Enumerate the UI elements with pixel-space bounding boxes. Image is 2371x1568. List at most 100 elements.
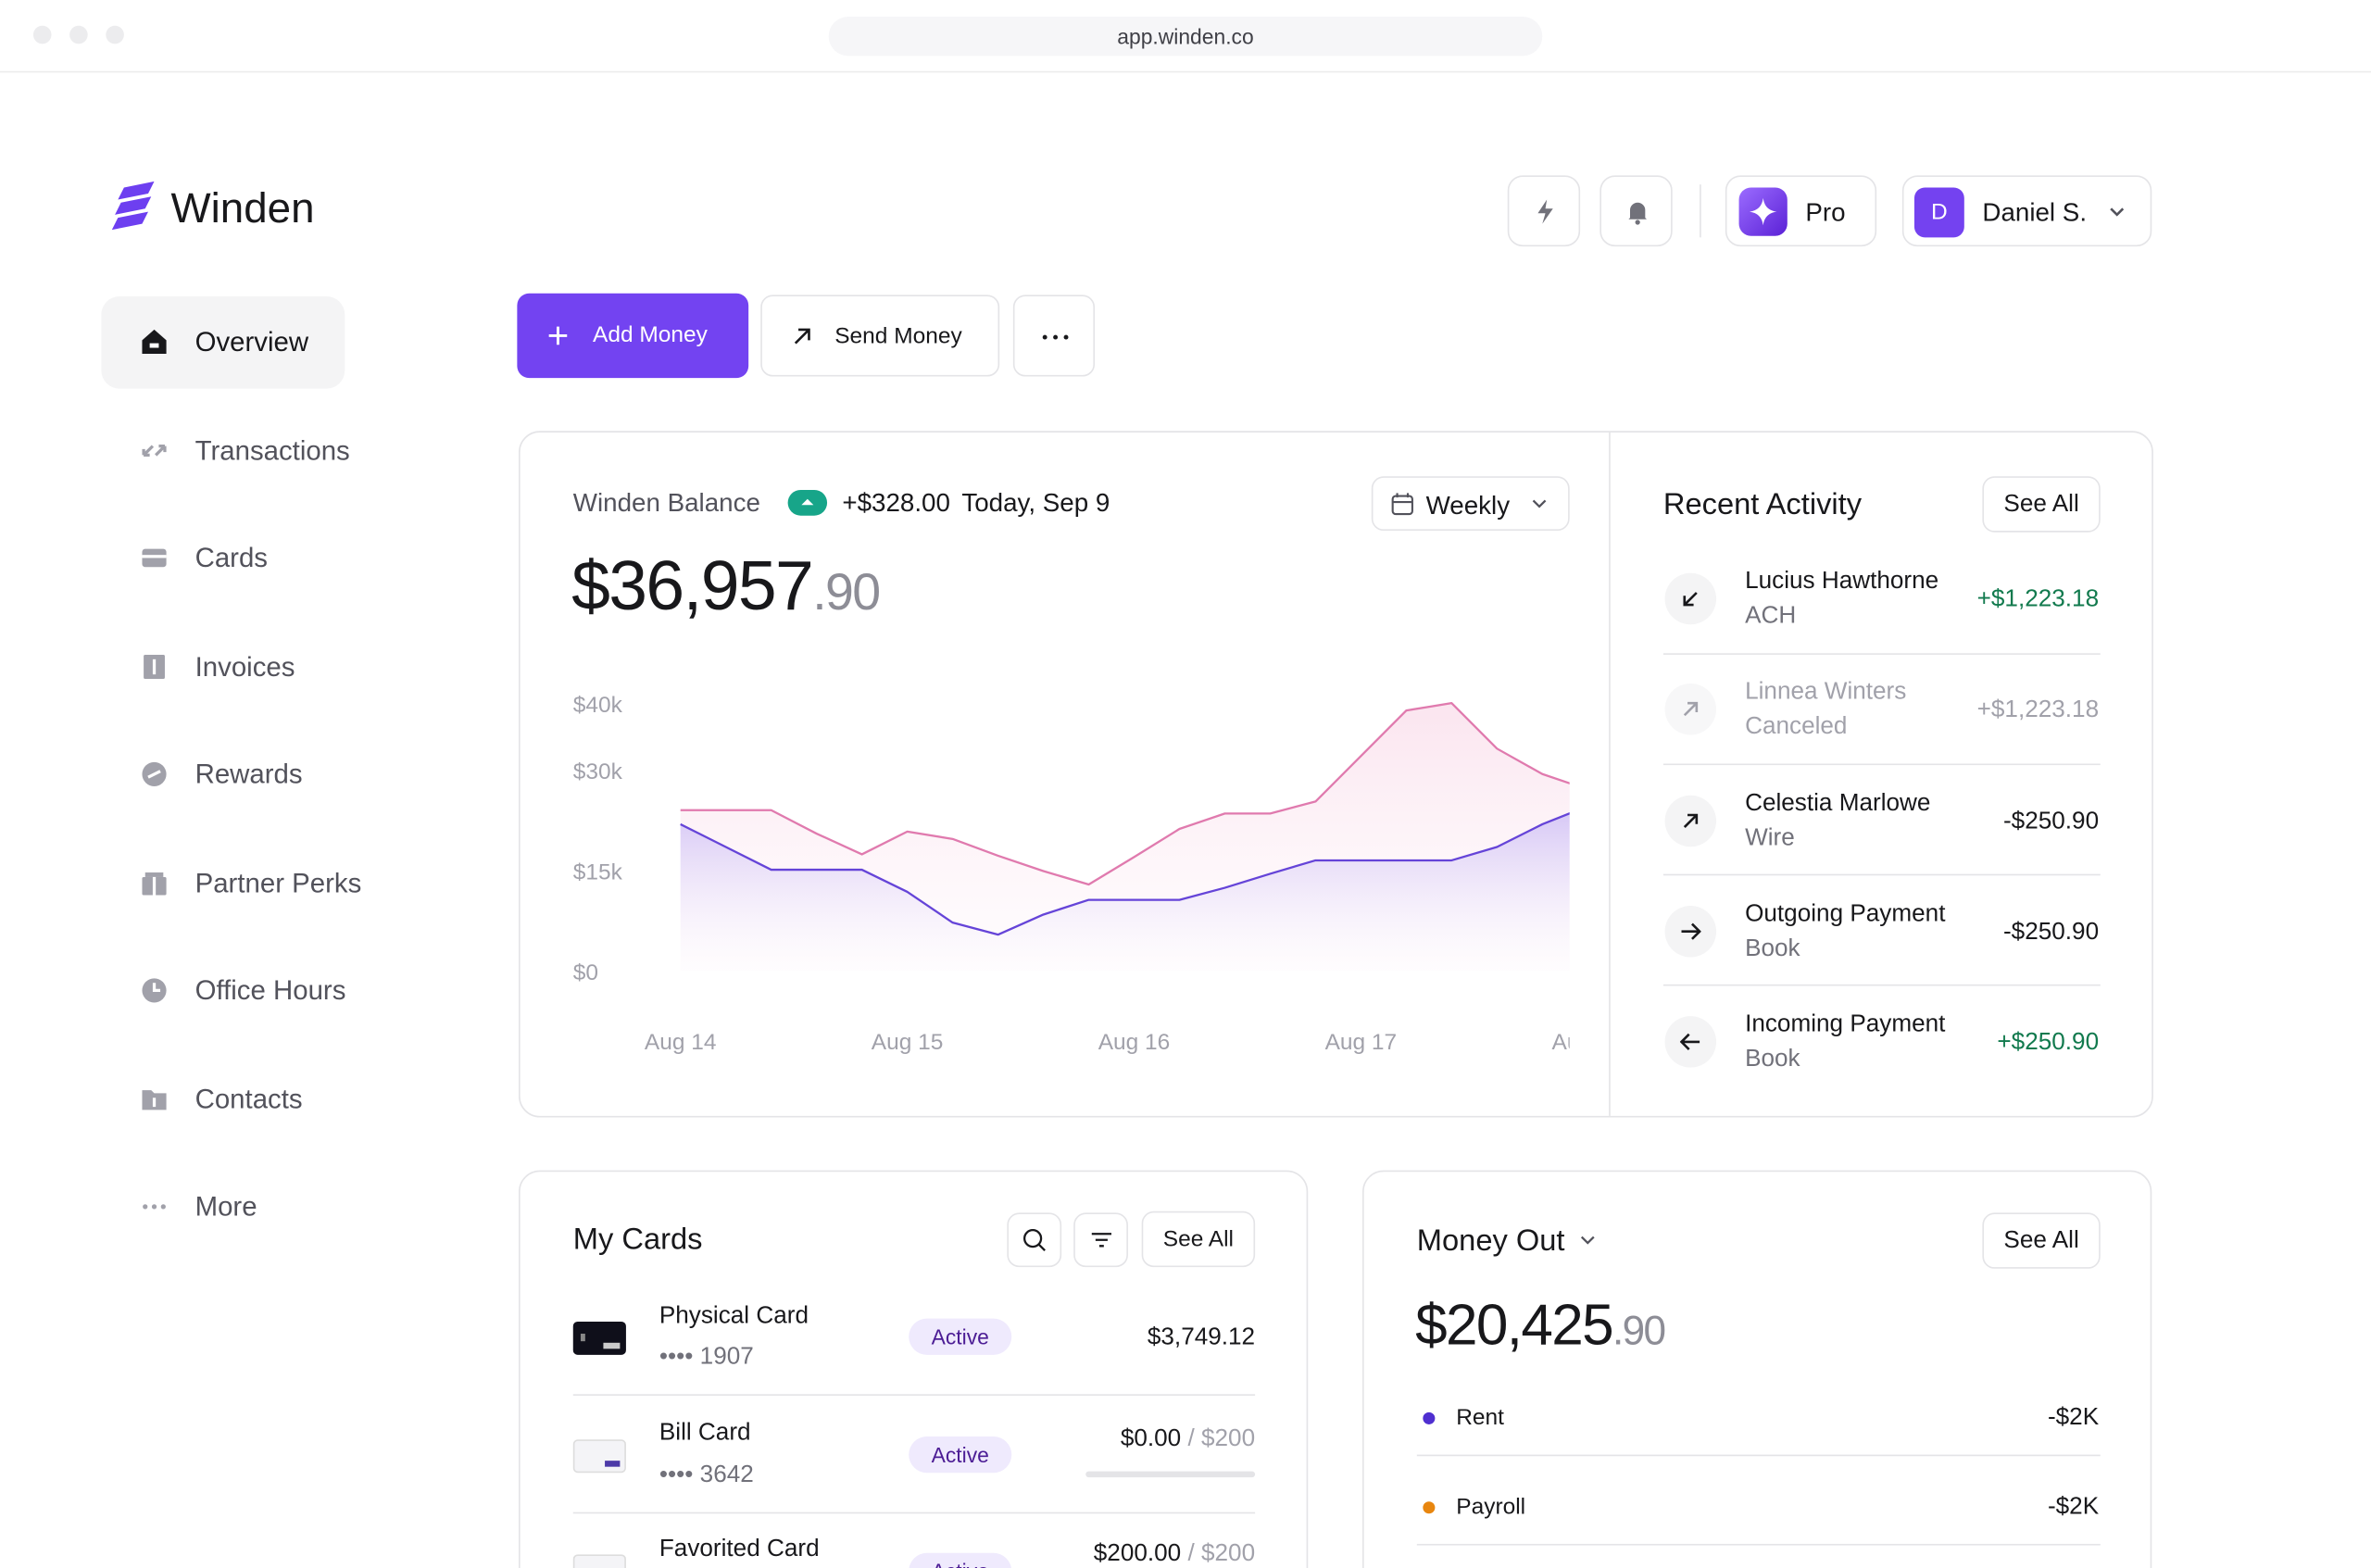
nav-icon: [142, 761, 167, 786]
separator: [572, 1512, 1256, 1514]
legend-dot: [1423, 1501, 1436, 1514]
balance-amount: $36,957.90: [571, 550, 881, 622]
card-thumb: [572, 1554, 626, 1568]
balance-cents: .90: [812, 563, 881, 622]
more-button[interactable]: [1012, 295, 1096, 377]
activity-detail: Book: [1745, 935, 1800, 962]
section-title: Recent Activity: [1662, 488, 1863, 522]
amount-limit: / $200: [1187, 1425, 1256, 1452]
send-money-button[interactable]: Send Money: [760, 295, 1000, 377]
area-fill: [680, 813, 1570, 972]
calendar-icon: [1391, 493, 1413, 516]
card-number: •••• 1907: [659, 1344, 754, 1371]
activity-detail: ACH: [1745, 603, 1797, 630]
series-line: [680, 812, 1570, 936]
bell-button[interactable]: [1599, 175, 1673, 247]
filter-button[interactable]: [1073, 1212, 1128, 1268]
status-badge: Active: [909, 1436, 1012, 1474]
x-tick-label: Aug 14: [645, 1030, 717, 1055]
separator: [1662, 984, 2101, 986]
trend-badge: [787, 489, 828, 516]
nav-item[interactable]: Invoices: [194, 651, 295, 683]
activity-amount: +$250.90: [1997, 1029, 2100, 1056]
separator: [1416, 1454, 2101, 1457]
nav-item[interactable]: Cards: [194, 543, 269, 573]
nav-active-bg[interactable]: [101, 296, 345, 389]
separator: [1662, 653, 2101, 655]
window-dot[interactable]: [69, 25, 88, 44]
add-money-button[interactable]: Add Money: [517, 293, 749, 379]
balance-label: Winden Balance: [572, 488, 760, 518]
nav-item[interactable]: Overview: [194, 326, 309, 358]
user-name: Daniel S.: [1982, 197, 2088, 227]
x-tick-label: Aug 17: [1325, 1030, 1398, 1055]
activity-name: Celestia Marlowe: [1745, 790, 1931, 817]
balance-change: +$328.00: [842, 488, 950, 518]
nav-item[interactable]: Office Hours: [194, 975, 346, 1006]
divider: [1609, 432, 1611, 1116]
nav-item[interactable]: Contacts: [194, 1084, 303, 1115]
see-all-button[interactable]: See All: [1982, 1212, 2101, 1269]
browser-bar: [0, 0, 2371, 73]
activity-detail: Wire: [1745, 825, 1795, 852]
card-thumb: [572, 1321, 626, 1355]
section-title: My Cards: [572, 1223, 703, 1257]
expense-name: Rent: [1456, 1404, 1504, 1431]
y-tick-label: $30k: [573, 759, 623, 784]
activity-icon: [1664, 795, 1717, 847]
see-all-button[interactable]: See All: [1982, 476, 2101, 533]
separator: [1416, 1543, 2101, 1546]
y-tick-label: $15k: [573, 860, 623, 885]
bolt-button[interactable]: [1507, 175, 1581, 247]
nav-item[interactable]: Rewards: [194, 759, 303, 790]
url-bar[interactable]: app.winden.co: [828, 16, 1543, 56]
search-button[interactable]: [1007, 1212, 1062, 1268]
nav-icon: [142, 548, 167, 568]
card-amount: $3,749.12: [1147, 1324, 1256, 1350]
x-tick-label: Aug 16: [1098, 1030, 1171, 1055]
separator: [1662, 763, 2101, 766]
period-select[interactable]: Weekly: [1371, 476, 1570, 532]
amount-limit: / $200: [1187, 1540, 1256, 1567]
bolt-icon: [1537, 199, 1553, 224]
arrow-icon: [794, 328, 810, 345]
see-all-button[interactable]: See All: [1141, 1210, 1256, 1268]
nav-icon: [143, 1204, 166, 1210]
status-badge: Active: [909, 1552, 1012, 1568]
activity-amount: +$1,223.18: [1976, 586, 2100, 613]
user-menu[interactable]: D Daniel S.: [1901, 175, 2152, 247]
brand-name: Winden: [170, 184, 315, 232]
window-dot[interactable]: [32, 25, 52, 44]
money-out-amount: $20,425.90: [1415, 1298, 1666, 1355]
plan-button[interactable]: Pro: [1725, 175, 1877, 247]
nav-item[interactable]: More: [194, 1191, 257, 1223]
activity-name: Linnea Winters: [1745, 679, 1907, 705]
activity-detail: Book: [1745, 1046, 1800, 1073]
window-dot[interactable]: [106, 25, 124, 44]
activity-name: Outgoing Payment: [1745, 901, 1946, 927]
x-tick-label: Aug 15: [872, 1030, 944, 1055]
activity-icon: [1664, 683, 1717, 735]
legend-dot: [1423, 1411, 1436, 1424]
nav-icon: [142, 329, 167, 355]
balance-dollars: $36,957: [571, 546, 814, 625]
activity-name: Incoming Payment: [1745, 1011, 1946, 1037]
chevron[interactable]: [1580, 1236, 1595, 1246]
section-title[interactable]: Money Out: [1416, 1224, 1565, 1259]
balance-date: Today, Sep 9: [961, 488, 1110, 518]
card-name: Physical Card: [659, 1303, 809, 1330]
activity-name: Lucius Hawthorne: [1745, 568, 1939, 595]
plot: [680, 702, 1570, 972]
plan-icon: [1738, 187, 1788, 236]
divider: [1700, 184, 1701, 238]
nav-item[interactable]: Partner Perks: [194, 868, 362, 898]
balance-card: [519, 431, 2153, 1118]
card-number: •••• 3642: [659, 1461, 754, 1488]
expense-amount: -$2K: [2047, 1494, 2100, 1520]
activity-amount: -$250.90: [2002, 919, 2100, 946]
nav-item[interactable]: Transactions: [194, 435, 350, 466]
amount-cents: .90: [1612, 1308, 1666, 1354]
plus-icon: [548, 326, 568, 345]
